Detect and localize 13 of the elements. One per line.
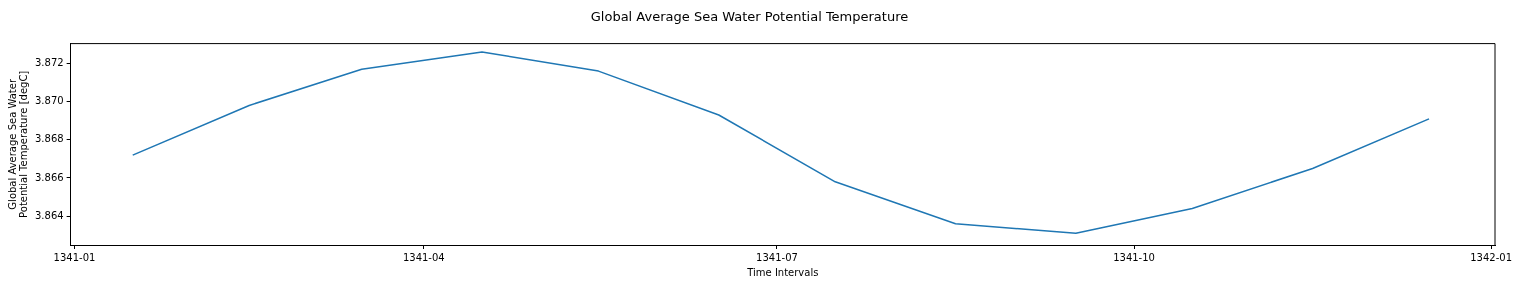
y-tick-label: 3.868 xyxy=(34,133,64,145)
y-tick-label: 3.870 xyxy=(34,95,64,107)
y-tick-label: 3.864 xyxy=(34,209,64,221)
x-tick-label: 1342-01 xyxy=(1470,251,1513,263)
y-axis-title: Global Average Sea Water Potential Temperature [degC] xyxy=(7,70,30,218)
chart-title: Global Average Sea Water Potential Temperature xyxy=(590,9,909,25)
y-tick-label: 3.872 xyxy=(34,57,64,69)
x-axis-title: Time Intervals xyxy=(746,266,819,278)
x-tick-label: 1341-07 xyxy=(756,251,798,263)
x-tick-label: 1341-10 xyxy=(1113,251,1155,263)
x-tick-label: 1341-04 xyxy=(402,251,445,263)
x-tick-label: 1341-01 xyxy=(53,251,96,263)
y-tick-label: 3.866 xyxy=(34,171,64,183)
